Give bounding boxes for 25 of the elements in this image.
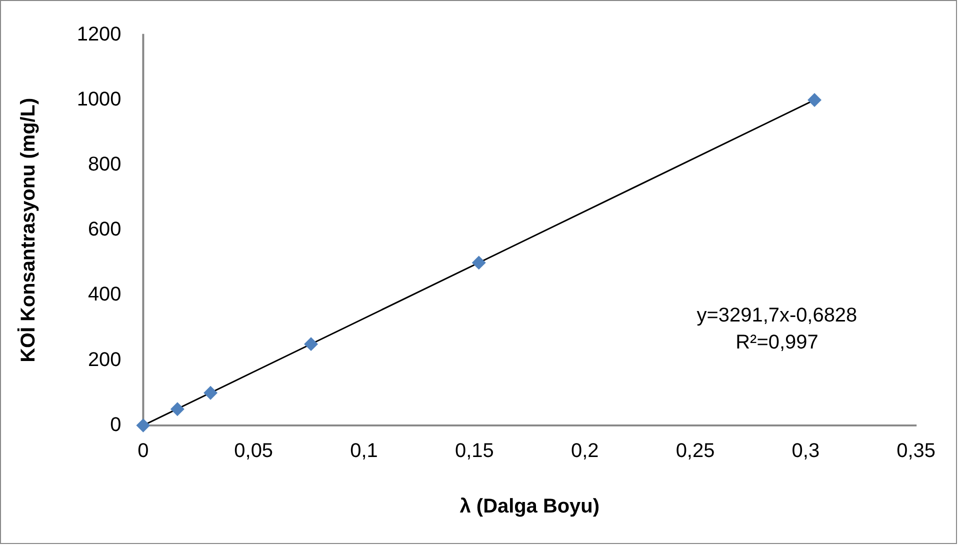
point [808, 92, 822, 107]
x-tick-label: 0,05 [234, 440, 274, 462]
x-tick-label: 0,25 [676, 440, 715, 462]
x-tick-label: 0,35 [896, 440, 936, 462]
point [204, 386, 218, 400]
annotation: R²=0,997 [736, 331, 818, 354]
x-tick-label: 0,1 [350, 440, 378, 462]
y-tick-label: 200 [88, 348, 122, 371]
y-tick-label: 1000 [76, 88, 122, 110]
y-tick-label: 800 [88, 154, 122, 176]
x-tick-label: 0,2 [570, 440, 599, 462]
y-tick-label: 600 [88, 218, 122, 241]
x-tick-label: 0,15 [455, 440, 494, 462]
y-axis-title: KOİ Konsantrasyonu (mg/L) [16, 98, 40, 362]
annotation: y=3291,7x-0,6828 [696, 304, 858, 327]
point [472, 256, 486, 270]
point [136, 418, 150, 432]
point [304, 337, 318, 352]
y-tick-label: 1200 [76, 23, 122, 46]
y-tick-label: 0 [110, 414, 122, 436]
x-tick-label: 0 [138, 440, 149, 462]
x-axis-title: λ (Dalga Boyu) [460, 496, 600, 518]
y-tick-label: 400 [88, 284, 122, 306]
x-tick-label: 0,3 [792, 440, 820, 462]
point [170, 402, 184, 416]
